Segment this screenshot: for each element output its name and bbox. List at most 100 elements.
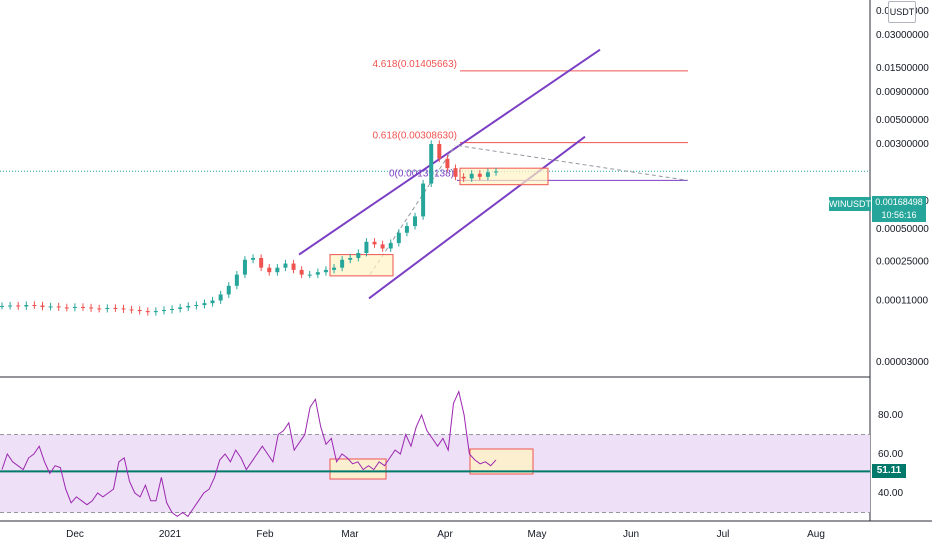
time-tick-label: May [528,529,547,540]
candle-body [186,305,191,308]
rsi-band [0,434,870,513]
candle-body [251,257,256,260]
candle-body [0,305,4,307]
candle-body [64,307,69,309]
projection-line [457,145,689,181]
candle-body [259,257,264,268]
candle-body [97,308,102,310]
price-tick-label: 0.00900000 [876,87,929,98]
candle-body [332,267,337,270]
candle-body [48,306,53,308]
price-axis[interactable]: 0.050000000.030000000.015000000.00900000… [876,6,929,499]
candle-body [421,183,426,217]
rsi-tick-label: 60.00 [878,449,903,460]
time-tick-label: Dec [66,529,84,540]
last-price-tag: 0.00168498 10:56:16 [872,196,926,222]
candle-series [0,140,498,316]
candle-body [24,305,29,307]
candle-body [226,285,231,295]
price-tick-label: 0.01500000 [876,63,929,74]
time-tick-label: 2021 [159,529,182,540]
last-price-value: 0.00168498 [875,197,923,207]
candle-body [161,309,166,312]
fib-level-label: 4.618(0.01405663) [372,59,457,70]
candle-body [283,263,288,268]
symbol-tag: WINUSDT [829,197,871,211]
rsi-series [0,390,870,518]
candle-body [315,272,320,275]
candle-body [485,172,490,177]
candle-body [469,173,474,179]
candle-body [291,263,296,270]
price-tick-label: 0.00011000 [876,295,929,306]
consolidation-box [329,254,394,277]
candle-body [348,257,353,260]
candle-body [137,309,142,312]
candle-body [170,308,175,310]
candle-body [340,259,345,268]
candle-body [32,305,37,307]
fib-level-label: 0.618(0.00308630) [372,131,457,142]
price-tick-label: 0.00300000 [876,139,929,150]
candle-body [299,269,304,275]
candle-body [413,216,418,227]
rsi-line [1,390,497,518]
projection-line [369,145,456,275]
rsi-box [329,458,387,480]
rsi-box [469,448,534,475]
candle-body [218,294,223,301]
price-tick-label: 0.00025000 [876,257,929,268]
candle-body [40,305,45,307]
candle-body [194,305,199,307]
price-tick-label: 0.00003000 [876,357,929,368]
candle-body [477,173,482,177]
candle-body [453,168,458,177]
candle-body [178,307,183,309]
consolidation-box [459,167,549,186]
rsi-value-tag: 51.11 [872,464,906,478]
candle-body [404,226,409,233]
candle-body [356,253,361,258]
candle-body [80,306,85,308]
candle-body [437,144,442,159]
price-tick-label: 0.00050000 [876,224,929,235]
candle-body [72,306,77,308]
candle-body [396,232,401,244]
bar-countdown: 10:56:16 [881,210,917,220]
fib-level-label: 0(0.00139138) [389,168,454,179]
candle-body [8,305,13,307]
candle-body [105,307,110,309]
channel-lower-line [368,135,586,300]
candle-body [202,303,207,306]
candle-body [364,241,369,253]
candle-body [89,307,94,309]
candle-body [323,269,328,273]
candle-body [275,267,280,273]
price-tick-label: 0.00500000 [876,115,929,126]
candle-body [267,267,272,273]
currency-label: USDT [888,1,916,23]
candle-body [113,307,118,309]
time-tick-label: Mar [341,529,359,540]
candle-body [307,274,312,276]
candle-body [234,274,239,286]
candle-body [372,241,377,245]
price-tick-label: 0.03000000 [876,30,929,41]
candle-body [145,311,150,313]
rsi-tick-label: 40.00 [878,488,903,499]
candle-body [129,309,134,311]
time-tick-label: Aug [807,529,825,540]
candle-body [121,308,126,310]
candle-body [16,305,21,307]
time-tick-label: Jul [717,529,730,540]
candle-body [242,259,247,275]
candle-body [445,158,450,169]
rsi-tick-label: 80.00 [878,410,903,421]
time-tick-label: Apr [437,529,453,540]
candle-body [494,171,498,173]
drawing-layer: 4.618(0.01405663) 0.618(0.00308630) 0(0.00… [0,48,870,480]
candle-body [210,300,215,304]
time-axis[interactable]: Dec 2021 Feb Mar Apr May Jun Jul Aug [66,529,825,540]
candle-body [153,311,158,313]
